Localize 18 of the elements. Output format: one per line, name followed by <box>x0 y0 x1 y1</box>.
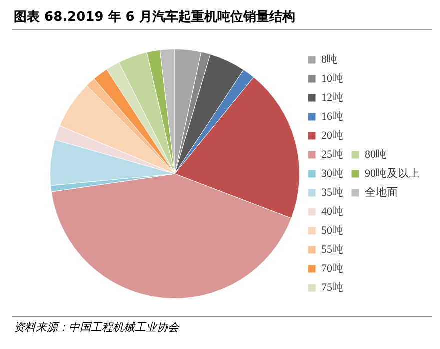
legend-label: 35吨 <box>322 186 344 199</box>
legend-label: 10吨 <box>322 72 344 85</box>
legend-label: 20吨 <box>322 128 344 142</box>
legend-label: 40吨 <box>322 204 344 218</box>
legend-label: 16吨 <box>322 110 344 123</box>
legend-label: 50吨 <box>322 224 344 237</box>
chart-title: 图表 68.2019 年 6 月汽车起重机吨位销量结构 <box>14 8 296 26</box>
legend-label: 70吨 <box>322 262 344 275</box>
legend-label: 全地面 <box>365 186 398 199</box>
legend-label: 8吨 <box>322 52 338 66</box>
legend-label: 12吨 <box>322 90 344 104</box>
legend-label: 25吨 <box>322 148 344 161</box>
legend-label: 90吨及以上 <box>365 166 420 180</box>
legend-label: 75吨 <box>322 280 344 294</box>
text: 资料来源：中国工程机械工业协会 <box>14 320 179 335</box>
legend-label: 55吨 <box>322 242 344 256</box>
legend-label: 30吨 <box>322 166 344 180</box>
legend-label: 80吨 <box>365 148 387 161</box>
